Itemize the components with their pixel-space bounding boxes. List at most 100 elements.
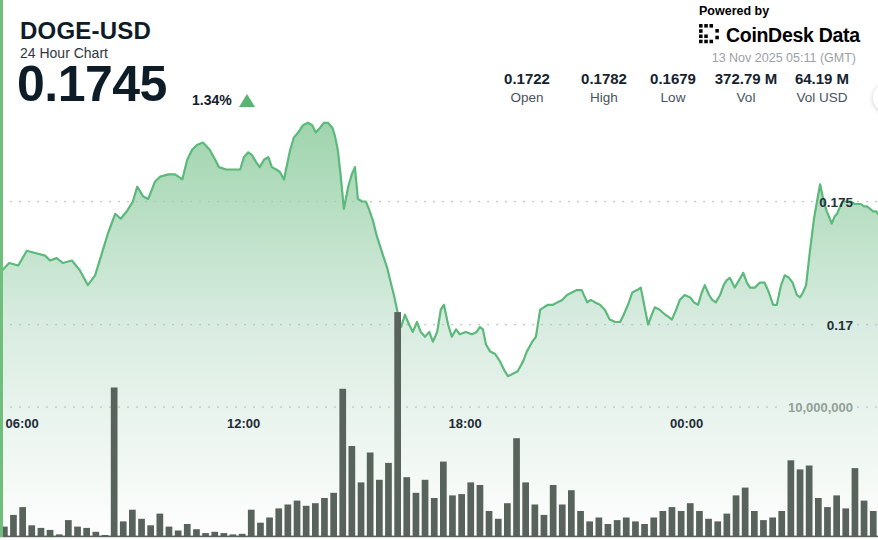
volume-bar [495, 519, 502, 537]
volume-bar [705, 519, 712, 537]
powered-by-label: Powered by [699, 4, 769, 18]
volume-bar [321, 498, 328, 537]
volume-bar [586, 521, 593, 537]
stat-vol-usd: 64.19 M Vol USD [777, 70, 867, 105]
volume-axis-label: 10,000,000 [788, 400, 853, 415]
volume-bar [147, 525, 154, 537]
volume-bar [596, 518, 603, 538]
volume-bar [550, 485, 557, 537]
volume-bar [742, 488, 749, 537]
volume-bar [138, 519, 145, 537]
volume-bar [166, 527, 173, 537]
volume-bar [532, 505, 539, 538]
volume-bar [394, 312, 401, 537]
volume-bar [10, 515, 17, 537]
volume-bar [842, 508, 849, 537]
volume-baseline [0, 536, 878, 538]
volume-bar [751, 511, 758, 537]
volume-bar [696, 511, 703, 537]
volume-bar [806, 466, 813, 538]
volume-bar [724, 514, 731, 537]
volume-bar [778, 511, 785, 537]
time-axis-label: 12:00 [227, 416, 260, 431]
volume-bar [769, 518, 776, 538]
volume-bar [28, 525, 35, 537]
volume-bar [650, 518, 657, 538]
volume-bar [577, 511, 584, 537]
current-price: 0.1745 [17, 55, 167, 113]
left-accent-strip [0, 0, 3, 537]
stat-value: 64.19 M [777, 70, 867, 87]
volume-bar [275, 508, 282, 537]
volume-bar [413, 493, 420, 537]
price-area-fill [0, 123, 878, 538]
volume-bar [614, 520, 621, 537]
price-axis-label: 0.17 [827, 318, 853, 333]
volume-bar [513, 438, 520, 537]
volume-bar [330, 493, 337, 537]
volume-bar [824, 507, 831, 537]
change-percent: 1.34% [192, 92, 232, 108]
volume-bar [303, 506, 310, 537]
volume-bar [120, 521, 127, 537]
volume-bar [568, 490, 575, 537]
volume-bar [403, 477, 410, 537]
volume-bar [385, 463, 392, 537]
volume-bar [358, 482, 365, 537]
volume-bar [184, 524, 191, 537]
volume-bar [541, 515, 548, 537]
volume-bar [797, 469, 804, 537]
volume-bar [486, 511, 493, 537]
volume-bar [157, 514, 164, 537]
stat-label: Vol USD [777, 90, 867, 105]
volume-bar [285, 505, 292, 538]
coindesk-logo-icon [698, 23, 722, 47]
volume-bar [833, 495, 840, 537]
volume-bar [870, 511, 877, 537]
volume-bar [19, 507, 26, 537]
symbol-title: DOGE-USD [20, 17, 151, 45]
volume-bar [641, 524, 648, 537]
volume-bar [257, 523, 264, 537]
volume-bar [339, 389, 346, 537]
up-arrow-icon [239, 94, 255, 107]
volume-bar [605, 524, 612, 537]
volume-bar [65, 520, 72, 537]
volume-bar [522, 482, 529, 537]
volume-bar [660, 511, 667, 537]
volume-bar [669, 507, 676, 537]
volume-bar [458, 494, 465, 537]
volume-bar [248, 510, 255, 537]
volume-bar [559, 505, 566, 538]
price-change: 1.34% [192, 92, 255, 108]
coindesk-logo[interactable]: CoinDesk Data [698, 23, 860, 47]
volume-bar [422, 480, 429, 537]
volume-bar [623, 518, 630, 538]
volume-bar [440, 462, 447, 537]
volume-bar [266, 518, 273, 538]
time-axis-label: 18:00 [448, 416, 481, 431]
volume-bar [431, 498, 438, 537]
volume-bar [815, 498, 822, 537]
volume-bar [861, 501, 868, 537]
volume-bar [477, 485, 484, 537]
volume-bar [678, 511, 685, 537]
chart-timestamp: 13 Nov 2025 05:11 (GMT) [600, 51, 856, 65]
volume-bar [760, 520, 767, 537]
volume-bar [349, 446, 356, 537]
volume-bar [367, 453, 374, 538]
volume-bar [687, 503, 694, 537]
volume-bar [111, 388, 118, 538]
volume-bar [504, 503, 511, 537]
volume-bar [467, 482, 474, 537]
time-axis-label: 06:00 [5, 416, 38, 431]
price-axis-label: 0.175 [819, 195, 853, 210]
volume-bar [312, 503, 319, 537]
volume-bar [733, 495, 740, 537]
volume-bar [449, 495, 456, 537]
volume-bar [714, 521, 721, 537]
volume-bar [294, 501, 301, 537]
volume-bar [376, 480, 383, 537]
coindesk-logo-text: CoinDesk Data [726, 24, 860, 47]
time-axis-label: 00:00 [670, 416, 703, 431]
